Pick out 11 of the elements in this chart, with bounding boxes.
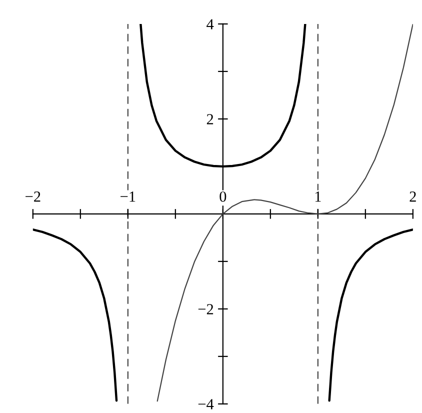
x-tick-label: −1 bbox=[120, 192, 136, 202]
x-tick-label: 1 bbox=[315, 192, 321, 202]
x-tick-label: 0 bbox=[220, 191, 226, 202]
y-tick-label: 2 bbox=[206, 114, 214, 124]
y-tick-label: 4 bbox=[206, 19, 214, 30]
line-series bbox=[32, 228, 118, 402]
y-tick-label: −4 bbox=[198, 399, 214, 410]
x-tick-label: 2 bbox=[410, 192, 416, 202]
line-series bbox=[328, 228, 413, 402]
x-tick-label: −2 bbox=[26, 192, 40, 202]
y-tick-label: −2 bbox=[198, 304, 214, 314]
